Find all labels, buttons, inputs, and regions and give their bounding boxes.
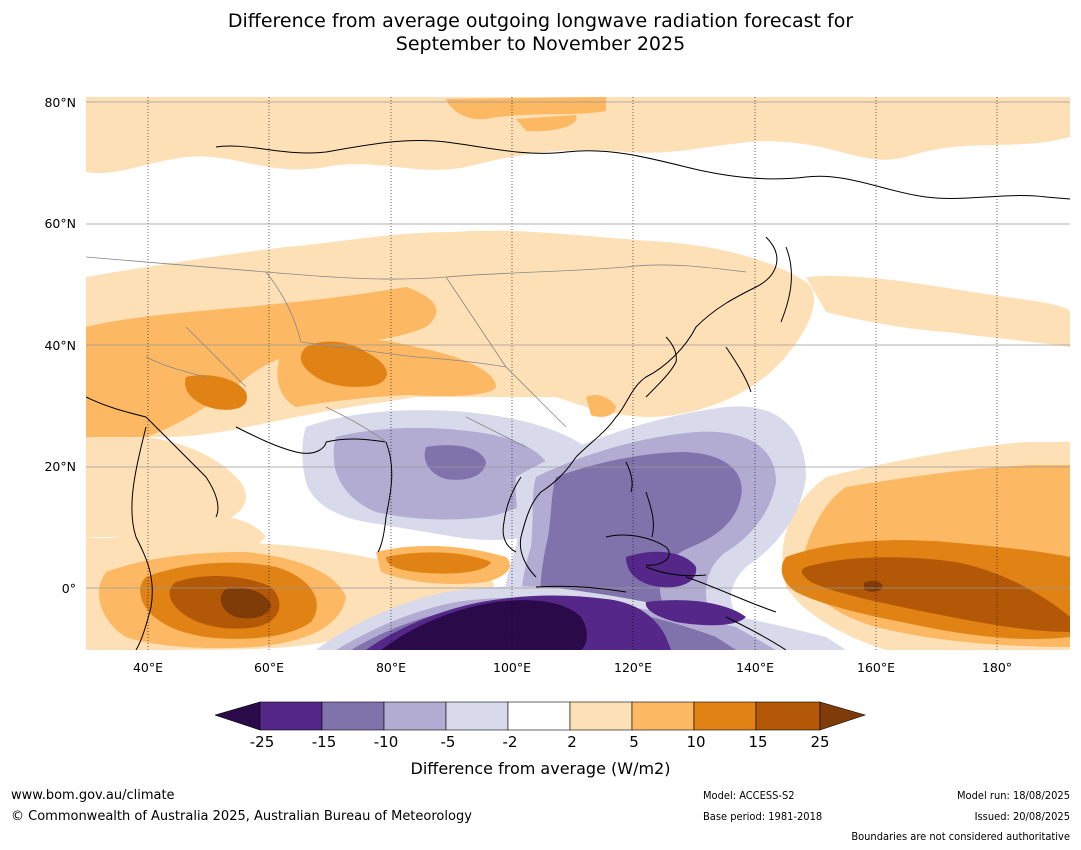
lon-label-40e: 40°E xyxy=(132,660,164,675)
colorbar-swatch-2 xyxy=(321,701,385,731)
lon-label-80e: 80°E xyxy=(375,660,407,675)
colorbar-label: Difference from average (W/m2) xyxy=(410,759,671,778)
lon-label-180: 180° xyxy=(981,660,1013,675)
anomaly-region-sio-neg-extreme xyxy=(381,600,587,650)
anomaly-region-korea-mod xyxy=(586,395,616,417)
anomaly-region-arctic-mod xyxy=(446,97,606,120)
lon-label-100e: 100°E xyxy=(492,660,532,675)
anomaly-region-arctic-mod-2 xyxy=(516,115,577,132)
anomaly-region-pacific-north-pos xyxy=(806,276,1070,347)
lon-label-120e: 120°E xyxy=(613,660,653,675)
colorbar-tick-8: 10 xyxy=(686,733,706,751)
footer-website-link[interactable]: www.bom.gov.au/climate xyxy=(11,788,175,803)
map-svg xyxy=(86,97,1070,650)
anomaly-region-tibet-strong xyxy=(300,341,387,387)
anomaly-region-pacific-pos-vstrong xyxy=(801,557,1070,632)
footer-issued: Issued: 20/08/2025 xyxy=(974,810,1070,823)
anomaly-region-wio-pos-extreme xyxy=(220,587,271,619)
colorbar-tick-7: 5 xyxy=(629,733,639,751)
anomaly-region-india-neg-strong xyxy=(424,445,486,480)
colorbar-tick-4: -5 xyxy=(440,733,456,751)
colorbar-tick-9: 15 xyxy=(748,733,768,751)
anomaly-region-centralasia-mod xyxy=(86,287,437,442)
anomaly-region-eurasia-pos xyxy=(86,230,815,437)
anomaly-region-middleeast-strong xyxy=(185,375,247,410)
footer-copyright: © Commonwealth of Australia 2025, Austra… xyxy=(11,809,472,824)
colorbar-swatch-9 xyxy=(755,701,821,731)
anomaly-region-arctic-pos xyxy=(86,97,1070,174)
colorbar xyxy=(215,701,867,731)
title-line-2: September to November 2025 xyxy=(395,33,686,55)
colorbar-tick-5: -2 xyxy=(502,733,518,751)
colorbar-tick-10: 25 xyxy=(810,733,830,751)
country-borders xyxy=(86,256,747,448)
footer-model: Model: ACCESS-S2 xyxy=(703,789,795,802)
footer-model-run: Model run: 18/08/2025 xyxy=(957,789,1070,802)
colorbar-tick-1: -25 xyxy=(249,733,275,751)
lat-label-40n: 40°N xyxy=(44,338,76,353)
footer-disclaimer: Boundaries are not considered authoritat… xyxy=(851,830,1070,843)
anomaly-region-io-eq-strong xyxy=(386,552,491,574)
anomaly-region-pacific-pos-extreme xyxy=(864,580,883,592)
anomaly-region-timor-neg-vstrong xyxy=(645,600,746,626)
anomaly-region-maritime-neg-vstrong xyxy=(626,551,697,588)
colorbar-tick-6: 2 xyxy=(567,733,577,751)
lat-label-60n: 60°N xyxy=(44,216,76,231)
footer-base-period: Base period: 1981-2018 xyxy=(703,810,823,823)
colorbar-swatch-above-max xyxy=(819,701,867,731)
lon-label-140e: 140°E xyxy=(735,660,775,675)
coastlines xyxy=(86,139,1070,650)
colorbar-tick-3: -10 xyxy=(373,733,399,751)
anomaly-region-arabia-pos xyxy=(86,437,246,537)
colorbar-swatch-7 xyxy=(631,701,695,731)
colorbar-swatch-4 xyxy=(445,701,509,731)
colorbar-swatch-5 xyxy=(507,701,571,731)
chart-title: Difference from average outgoing longwav… xyxy=(0,10,1081,56)
lat-label-20n: 20°N xyxy=(44,459,76,474)
colorbar-swatch-8 xyxy=(693,701,757,731)
colorbar-swatch-below-min xyxy=(215,701,261,731)
title-line-1: Difference from average outgoing longwav… xyxy=(227,10,854,32)
lat-label-80n: 80°N xyxy=(44,95,76,110)
olr-anomaly-map xyxy=(86,97,1070,650)
lon-label-160e: 160°E xyxy=(856,660,896,675)
lon-label-60e: 60°E xyxy=(253,660,285,675)
colorbar-swatch-6 xyxy=(569,701,633,731)
colorbar-swatch-1 xyxy=(259,701,323,731)
latitude-lines xyxy=(86,101,1070,589)
colorbar-tick-2: -15 xyxy=(311,733,337,751)
colorbar-swatch-3 xyxy=(383,701,447,731)
lat-label-equator: 0° xyxy=(61,581,76,596)
